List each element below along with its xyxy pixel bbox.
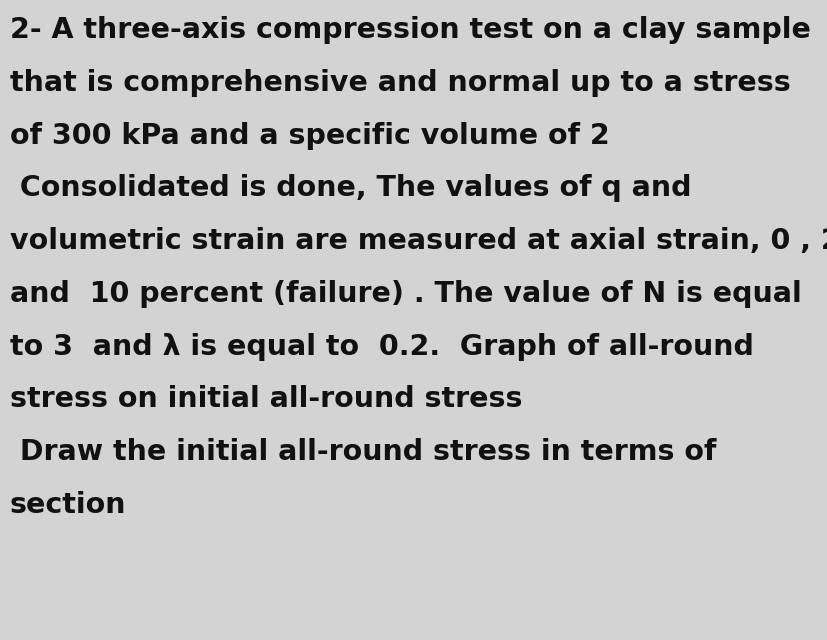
Text: to 3  and λ is equal to  0.2.  Graph of all-round: to 3 and λ is equal to 0.2. Graph of all… — [10, 333, 753, 361]
Text: volumetric strain are measured at axial strain, 0 , 2: volumetric strain are measured at axial … — [10, 227, 827, 255]
Text: that is comprehensive and normal up to a stress: that is comprehensive and normal up to a… — [10, 68, 790, 97]
Text: Draw the initial all-round stress in terms of: Draw the initial all-round stress in ter… — [10, 438, 715, 466]
Text: 2- A three-axis compression test on a clay sample: 2- A three-axis compression test on a cl… — [10, 16, 810, 44]
Text: stress on initial all-round stress: stress on initial all-round stress — [10, 385, 522, 413]
Text: of 300 kPa and a specific volume of 2: of 300 kPa and a specific volume of 2 — [10, 122, 609, 150]
Text: Consolidated is done, The values of q and: Consolidated is done, The values of q an… — [10, 174, 691, 202]
Text: and  10 percent (failure) . The value of N is equal: and 10 percent (failure) . The value of … — [10, 280, 801, 308]
Text: section: section — [10, 491, 127, 519]
